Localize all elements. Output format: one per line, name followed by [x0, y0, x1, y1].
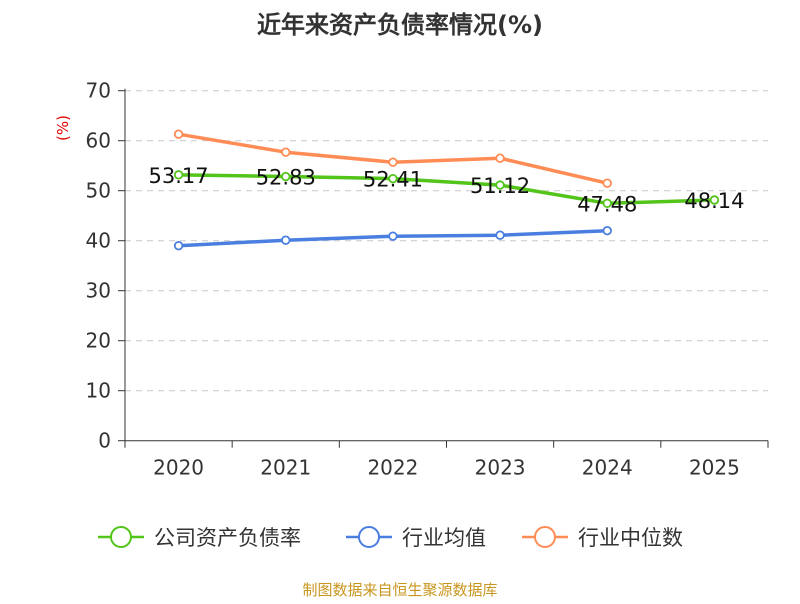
data-point — [602, 178, 612, 188]
data-point — [602, 198, 612, 208]
legend-label: 公司资产负债率 — [154, 526, 301, 550]
data-point — [388, 231, 398, 241]
series-line — [178, 173, 715, 206]
y-tick-label: 60 — [86, 129, 111, 153]
legend-marker — [534, 526, 556, 548]
y-tick-label: 70 — [86, 79, 111, 103]
y-tick-label: 50 — [86, 179, 111, 203]
data-label: 48.14 — [684, 189, 744, 213]
x-tick-label: 2024 — [582, 456, 633, 480]
legend-label: 行业中位数 — [578, 526, 683, 550]
data-point — [173, 240, 184, 251]
legend-marker — [358, 526, 380, 548]
x-tick-label: 2023 — [475, 456, 526, 480]
data-point — [495, 230, 505, 240]
data-point — [281, 147, 291, 157]
data-label: 51.12 — [470, 174, 530, 198]
data-point — [388, 157, 398, 167]
legend-marker — [110, 526, 132, 548]
data-label: 47.48 — [577, 192, 637, 216]
data-point — [495, 153, 505, 163]
data-point — [173, 170, 184, 180]
x-tick-label: 2022 — [367, 456, 418, 480]
data-label: 53.17 — [149, 164, 209, 188]
y-tick-label: 30 — [86, 279, 111, 303]
x-tick-label: 2020 — [153, 456, 204, 480]
x-tick-label: 2025 — [689, 456, 740, 480]
chart-title: 近年来资产负债率情况(%) — [257, 11, 543, 39]
data-point — [388, 173, 398, 184]
y-tick-label: 40 — [86, 229, 111, 253]
data-point — [173, 129, 184, 139]
y-tick-label: 10 — [86, 379, 111, 403]
y-tick-label: 0 — [98, 429, 111, 453]
data-point — [602, 225, 612, 236]
data-label: 52.83 — [256, 166, 316, 190]
y-tick-label: 20 — [86, 329, 111, 353]
data-point — [281, 235, 291, 245]
legend-label: 行业均值 — [402, 526, 486, 550]
data-point — [495, 180, 505, 190]
x-tick-label: 2021 — [260, 456, 311, 480]
data-point — [281, 171, 291, 182]
data-point — [709, 195, 720, 205]
source-note: 制图数据来自恒生聚源数据库 — [302, 581, 497, 599]
data-label: 52.41 — [363, 168, 423, 192]
y-axis-label: (%) — [54, 115, 72, 141]
